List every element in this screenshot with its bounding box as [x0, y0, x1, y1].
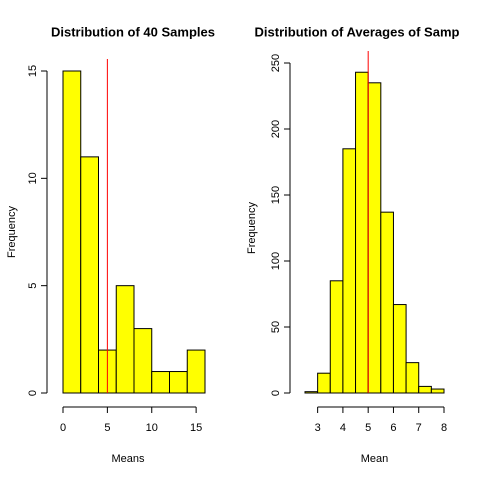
bar: [115, 285, 135, 394]
bar: [367, 82, 382, 394]
bar: [304, 391, 319, 394]
bar: [355, 71, 369, 394]
y-axis-label: Frequency: [246, 202, 258, 254]
bar: [405, 362, 420, 394]
x-tick-label: 7: [416, 422, 422, 434]
chart-title: Distribution of Averages of Samp: [255, 24, 460, 39]
bar: [62, 70, 82, 394]
x-tick-label: 8: [441, 422, 447, 434]
y-tick-label: 200: [270, 120, 282, 138]
y-tick-label: 0: [27, 390, 39, 396]
bar: [329, 280, 344, 394]
y-tick-label: 100: [270, 252, 282, 270]
y-tick-label: 15: [27, 65, 39, 77]
bar: [342, 148, 357, 394]
bar: [186, 349, 206, 394]
bar: [133, 328, 153, 394]
y-tick-label: 150: [270, 186, 282, 204]
bar: [317, 372, 331, 394]
bar: [430, 388, 445, 394]
x-tick-label: 5: [104, 422, 110, 434]
x-tick-label: 15: [190, 422, 202, 434]
bar: [151, 371, 170, 394]
x-axis-label: Mean: [361, 453, 389, 465]
x-axis-label: Means: [111, 453, 145, 465]
y-axis-label: Frequency: [6, 206, 18, 258]
y-tick-label: 10: [27, 172, 39, 184]
x-tick-label: 5: [365, 422, 371, 434]
bar: [169, 371, 188, 394]
y-tick-label: 250: [270, 54, 282, 72]
y-tick-label: 5: [27, 283, 39, 289]
x-tick-label: 10: [146, 422, 158, 434]
y-tick-label: 0: [270, 390, 282, 396]
bar: [392, 304, 407, 394]
bar: [380, 211, 394, 394]
bar: [80, 156, 99, 394]
x-tick-label: 6: [390, 422, 396, 434]
chart-title: Distribution of 40 Samples: [51, 24, 215, 39]
x-tick-label: 0: [60, 422, 66, 434]
x-tick-label: 4: [340, 422, 346, 434]
bar: [418, 385, 432, 394]
x-tick-label: 3: [315, 422, 321, 434]
y-tick-label: 50: [270, 321, 282, 333]
